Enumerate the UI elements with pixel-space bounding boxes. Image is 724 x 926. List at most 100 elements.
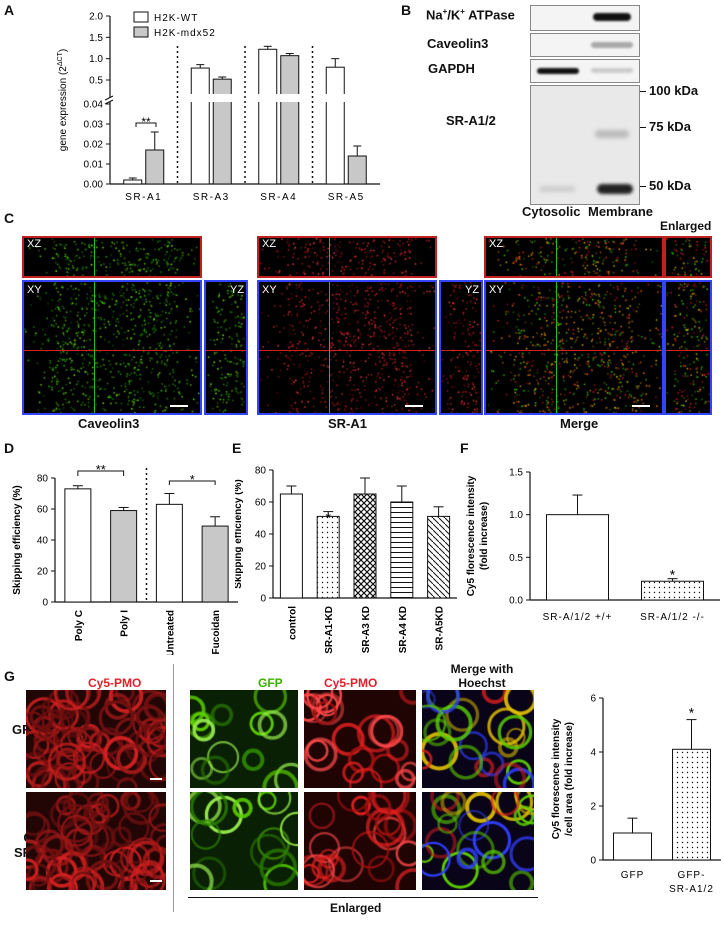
a-break-mark [104, 95, 114, 101]
chartD-ytick-label: 60 [37, 505, 49, 516]
xy-image-0 [22, 280, 202, 415]
a-category-label: SR-A4 [260, 192, 297, 202]
a-bar [123, 179, 143, 185]
chartD-ytick-label: 80 [37, 474, 49, 485]
a-bar [258, 48, 278, 185]
blot-label-gapdh: GAPDH [428, 61, 475, 76]
panel-label-d: D [4, 440, 15, 456]
chartE-bar [390, 501, 414, 599]
g-enlarged-cy5-1 [304, 792, 416, 890]
panel-d-chart: 0 20 40 60 80 Skipping efficiency (%) Poly C Po… [12, 462, 238, 655]
g-enlarged-cy5-0 [304, 690, 416, 788]
chartF-ylabel: (fold increase) [479, 502, 490, 570]
g-enlarged-gfp-0 [190, 690, 298, 788]
chartD-category-label: Poly C [74, 610, 85, 641]
panel-a-chart: 0.00 0.01 0.02 0.03 0.04 0.5 1.0 1.5 2.0 gene exp… [57, 11, 380, 202]
a-ylabel: gene expression (2ΔCT) [57, 49, 69, 151]
chartE-bar [427, 515, 451, 599]
a-category-label: SR-A1 [125, 192, 162, 202]
chartE-ytick-label: 60 [255, 498, 267, 509]
column-membrane: Membrane [588, 204, 654, 219]
a-bar [325, 66, 345, 185]
a-bar [347, 155, 367, 185]
g-category-label: GFP [621, 870, 645, 881]
a-ytick-label: 0.00 [84, 180, 104, 191]
a-break-gap [190, 94, 211, 102]
chartD-bar [201, 525, 229, 603]
f-sig-text: * [670, 567, 676, 583]
chartD-ytick-label: 40 [37, 536, 49, 547]
chartD-category-label: Fucoidan [211, 610, 222, 654]
g-category-label: SR-A1/2 [669, 884, 714, 895]
view-label-xz: XZ [27, 238, 42, 250]
panel-b-blot: Na+/K+ ATPase Caveolin3 GAPDH SR-A1/2 10… [418, 3, 718, 223]
yz-projection-1 [439, 280, 483, 415]
view-label-yz: YZ [230, 284, 245, 296]
enlarged-yz [664, 280, 712, 415]
f-category-label: SR-A/1/2 +/+ [543, 612, 613, 623]
g-col-cy5: Cy5-PMO [88, 676, 142, 690]
chartF-ytick-label: 1.5 [509, 468, 523, 479]
chartE-ytick-label: 20 [255, 562, 267, 573]
g-enlarged-gfp-1 [190, 792, 298, 890]
xz-projection-2 [484, 236, 664, 278]
chartG-ytick-label: 2 [590, 802, 596, 813]
chartE-category-label: SR-A1-KD [324, 606, 335, 654]
g-enlarged: Enlarged [330, 901, 382, 915]
a-sig-bracket [135, 122, 157, 127]
f-category-label: SR-A/1/2 -/- [640, 612, 705, 623]
panel-e-chart: 0 20 40 60 80 Skipping efficiency (%) control S… [235, 466, 457, 654]
d-sig-text: * [190, 472, 195, 487]
a-legend-swatch-mdx [133, 26, 149, 38]
chartG-ylabel: Cy5 florescence intensity [551, 718, 562, 839]
chartE-bar [353, 493, 377, 599]
column-cytosolic: Cytosolic [522, 204, 581, 219]
xy-image-1 [257, 280, 437, 415]
panel-label-e: E [232, 440, 242, 456]
chartD-ytick-label: 20 [37, 567, 49, 578]
chartD-category-label: Poly I [120, 610, 131, 637]
a-sig-text: ** [141, 115, 151, 129]
view-label-xy: XY [262, 284, 277, 296]
yz-projection-0 [204, 280, 248, 415]
chartE-category-label: control [287, 606, 298, 640]
g-enlarged-merge-0 [422, 690, 534, 788]
d-sig-bracket [168, 480, 216, 485]
xz-projection-1 [257, 236, 437, 278]
blot-strip-caveolin3 [530, 33, 640, 57]
a-bar [145, 149, 165, 185]
chartE-ytick-label: 40 [255, 530, 267, 541]
a-break-gap [279, 94, 300, 102]
g-enlarged-merge-1 [422, 792, 534, 890]
a-ytick-label: 0.03 [84, 120, 104, 131]
chartD-bar [155, 503, 183, 603]
chartD-ylabel: Skipping efficiency (%) [12, 485, 23, 594]
a-break-gap [212, 94, 233, 102]
view-label-xz: XZ [489, 238, 504, 250]
blot-strip-sra12 [530, 85, 640, 205]
panel-g-chart: 0 2 4 6 Cy5 florescence intensity/cell area … [551, 694, 721, 895]
g-col-merge: Merge with Hoechst [450, 662, 514, 690]
blot-label-sra12: SR-A1/2 [446, 113, 496, 128]
chartF-bar [546, 514, 609, 601]
chartE-category-label: SR-A5KD [435, 606, 446, 650]
chartE-category-label: SR-A4 KD [398, 606, 409, 653]
view-label-xz: XZ [262, 238, 277, 250]
chartD-ytick-label: 0 [42, 598, 48, 609]
blot-strip-gapdh [530, 59, 640, 83]
a-legend-label: H2K-WT [154, 13, 198, 24]
chartG-ytick-label: 6 [590, 694, 596, 705]
panel-f-chart: 0.0 0.5 1.0 1.5 Cy5 florescence intensity (fo… [466, 468, 720, 623]
a-category-label: SR-A5 [328, 192, 365, 202]
a-ytick-label: 1.0 [89, 54, 103, 65]
view-label-yz: YZ [465, 284, 480, 296]
a-ytick-label: 0.01 [84, 160, 104, 171]
scale-bar [632, 405, 650, 407]
scale-bar [405, 405, 423, 407]
view-label-xy: XY [489, 284, 504, 296]
a-break-mark [104, 99, 114, 105]
chartE-category-label: SR-A3 KD [361, 606, 372, 653]
g-col-gfp: GFP [258, 676, 283, 690]
panel-label-g: G [4, 668, 15, 684]
chartD-category-label: Untreated [165, 610, 176, 655]
